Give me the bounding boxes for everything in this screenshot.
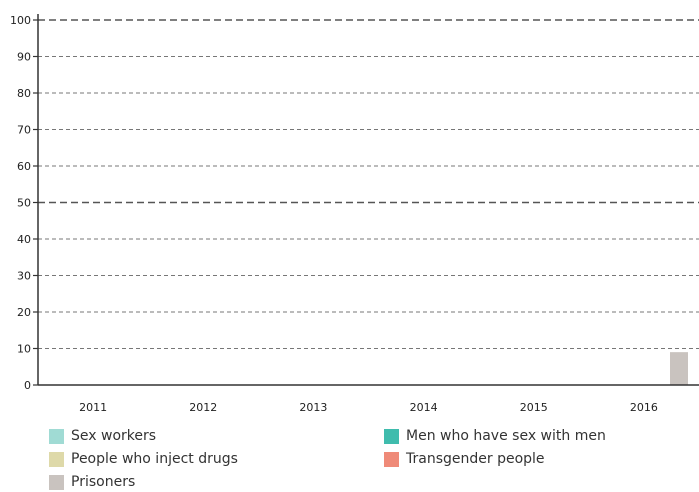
bar[interactable] — [670, 352, 688, 385]
legend-item-men-who-have-sex-with-men[interactable]: Men who have sex with men — [384, 426, 606, 446]
legend-item-people-who-inject-drugs[interactable]: People who inject drugs — [49, 449, 238, 469]
x-axis-labels: 2011 2012 2013 2014 2015 2016 — [79, 401, 658, 414]
legend-swatch — [49, 474, 64, 490]
legend: Sex workers Men who have sex with men Pe… — [0, 424, 699, 491]
legend-label: People who inject drugs — [71, 451, 238, 467]
bars — [670, 352, 688, 385]
y-tick-label: 10 — [17, 343, 31, 356]
y-tick-label: 100 — [10, 14, 31, 27]
y-tick-label: 80 — [17, 87, 31, 100]
legend-swatch — [384, 428, 399, 444]
y-tick-label: 90 — [17, 51, 31, 64]
legend-swatch — [384, 451, 399, 467]
y-tick-label: 50 — [17, 197, 31, 210]
x-tick-label: 2011 — [79, 401, 107, 414]
x-tick-label: 2016 — [630, 401, 658, 414]
y-tick-label: 20 — [17, 306, 31, 319]
y-tick-label: 40 — [17, 233, 31, 246]
x-tick-label: 2015 — [520, 401, 548, 414]
legend-label: Sex workers — [71, 428, 157, 444]
legend-item-sex-workers[interactable]: Sex workers — [49, 426, 156, 446]
y-tick-label: 70 — [17, 124, 31, 137]
legend-swatch — [49, 451, 64, 467]
legend-label: Prisoners — [71, 474, 136, 490]
y-tick-label: 60 — [17, 160, 31, 173]
x-tick-label: 2014 — [410, 401, 438, 414]
y-tick-label: 30 — [17, 270, 31, 283]
legend-label: Transgender people — [406, 451, 545, 467]
x-tick-label: 2012 — [189, 401, 217, 414]
legend-swatch — [49, 428, 64, 444]
legend-item-prisoners[interactable]: Prisoners — [49, 472, 135, 492]
legend-label: Men who have sex with men — [406, 428, 606, 444]
legend-item-transgender-people[interactable]: Transgender people — [384, 449, 545, 469]
x-tick-label: 2013 — [299, 401, 327, 414]
y-tick-label: 0 — [24, 379, 31, 392]
grid-lines — [38, 19, 699, 349]
y-axis-ticks: 0 10 20 30 40 50 60 70 80 90 100 — [10, 14, 38, 392]
